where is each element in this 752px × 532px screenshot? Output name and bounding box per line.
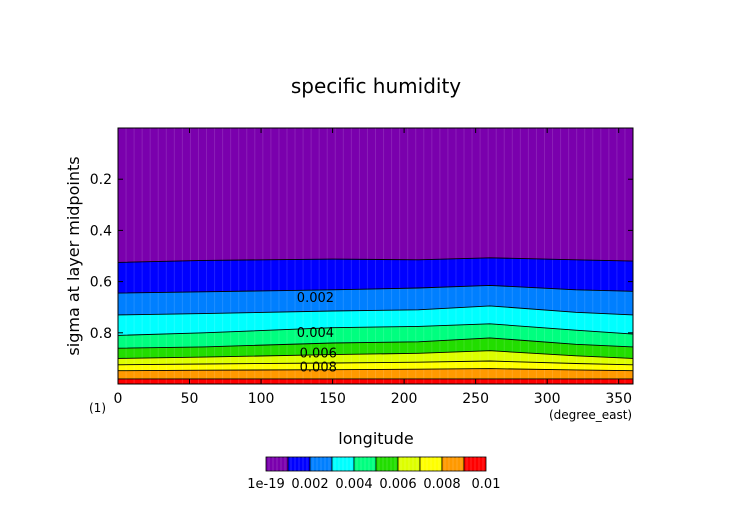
x-tick-label: 300 [534,391,561,407]
contour-line [117,360,634,366]
contour-band [118,361,633,371]
x-tick-label: 50 [181,391,199,407]
contour-band [118,337,633,359]
colorbar-label: 1e-19 [247,477,285,492]
y-tick-label: 0.2 [90,172,112,188]
x-axis: 0 50 100 150 200 250 300 350 [114,128,632,407]
contour-band [118,285,633,315]
contour-label: 0.004 [297,326,334,341]
contour-band [118,305,633,336]
contour-label: 0.006 [300,346,337,361]
contour-line [117,368,634,372]
x-tick-label: 0 [114,391,123,407]
colorbar-label: 0.008 [423,477,460,492]
x-tick-label: 200 [391,391,418,407]
x-tick-label: 350 [605,391,632,407]
plot-area [117,128,634,384]
colorbar-swatch [463,456,487,472]
contour-line [117,305,634,316]
colorbar-label: 0.006 [379,477,416,492]
contour-band [118,368,633,379]
x-tick-label: 150 [319,391,346,407]
contour-line [117,257,634,263]
y-tick-label: 0.8 [90,326,112,342]
contour-line [117,284,634,294]
x-tick-label: 250 [462,391,489,407]
y-axis: 0.2 0.4 0.6 0.8 [90,172,633,342]
colorbar-label: 0.002 [291,477,328,492]
x-axis-label: longitude [338,429,413,448]
y-axis-label: sigma at layer midpoints [64,156,83,355]
y-tick-label: 0.4 [90,223,112,239]
x-axis-unit: (degree_east) [549,408,632,422]
y-axis-unit: (1) [89,401,106,415]
colorbar-label: 0.01 [472,477,501,492]
colorbar: 1e-19 0.002 0.004 0.006 0.008 0.01 [247,456,501,492]
contour-line [117,337,634,349]
contour-lines [117,257,634,380]
contour-label: 0.002 [297,291,334,306]
contour-line [117,323,634,336]
colorbar-label: 0.004 [335,477,372,492]
contour-band [118,323,633,349]
contour-band [118,257,633,294]
chart-title: specific humidity [291,74,461,98]
contour-label: 0.008 [300,360,337,375]
x-tick-label: 100 [248,391,275,407]
plot-frame [117,127,634,385]
contour-band [118,128,633,263]
y-tick-label: 0.6 [90,275,112,291]
contour-band [118,378,633,384]
contour-line [117,350,634,359]
